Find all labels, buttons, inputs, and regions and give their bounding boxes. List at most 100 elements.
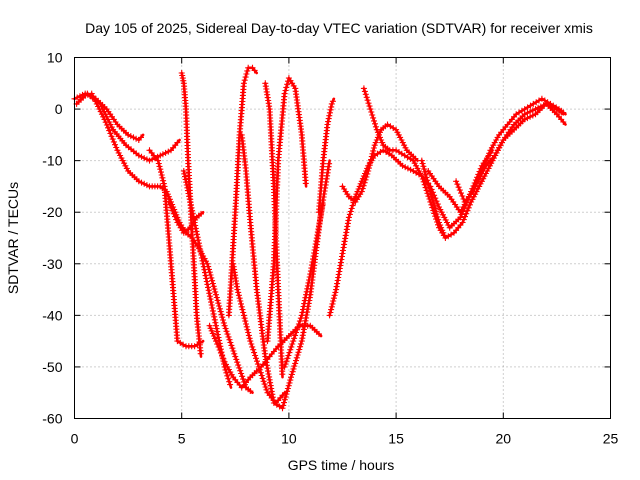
data-point: [404, 165, 411, 172]
data-point: [297, 340, 304, 347]
data-point: [429, 194, 435, 201]
data-point: [362, 176, 369, 183]
data-point: [460, 216, 467, 223]
data-point: [348, 205, 355, 212]
data-point: [362, 91, 369, 98]
data-point: [472, 182, 479, 189]
data-point: [490, 142, 497, 149]
data-point: [254, 361, 261, 368]
data-point: [370, 145, 377, 151]
data-point: [203, 275, 210, 282]
data-point: [364, 97, 371, 104]
data-point: [288, 371, 295, 378]
data-point: [211, 316, 218, 323]
data-point: [209, 307, 216, 314]
data-point: [198, 210, 204, 217]
data-point: [127, 133, 134, 140]
data-point: [475, 176, 482, 183]
data-point: [304, 285, 311, 292]
data-point: [106, 127, 113, 134]
data-point: [338, 256, 345, 263]
data-point: [328, 306, 335, 313]
x-tick-label: 25: [603, 431, 619, 447]
data-point: [235, 292, 242, 299]
data-point: [183, 179, 190, 186]
data-point: [248, 341, 255, 347]
series-sat-o: [281, 200, 326, 370]
data-point: [368, 109, 375, 115]
data-point: [303, 291, 310, 298]
data-point: [330, 298, 337, 304]
data-point: [269, 394, 276, 401]
data-point: [296, 346, 303, 353]
data-point: [220, 317, 226, 323]
data-point: [108, 133, 115, 140]
data-point: [325, 118, 332, 125]
data-point: [223, 369, 230, 376]
data-point: [231, 350, 238, 357]
data-point: [373, 126, 380, 133]
data-point: [295, 349, 302, 356]
data-point: [434, 201, 441, 208]
data-series-layer: [71, 64, 567, 412]
data-point: [345, 214, 352, 221]
data-point: [423, 174, 430, 181]
series-sat-w: [453, 95, 567, 205]
data-point: [437, 206, 444, 213]
data-point: [361, 179, 368, 186]
data-point: [237, 298, 244, 304]
data-point: [247, 388, 254, 394]
data-point: [365, 100, 372, 107]
chart-title: Day 105 of 2025, Sidereal Day-to-day VTE…: [85, 20, 593, 36]
data-point: [393, 126, 400, 133]
data-point: [146, 157, 153, 164]
data-point: [108, 124, 115, 131]
data-point: [173, 216, 180, 223]
data-point: [367, 159, 374, 166]
data-point: [371, 142, 378, 149]
y-tick-label: -50: [42, 359, 62, 375]
data-point: [293, 329, 299, 336]
data-point: [359, 185, 366, 192]
data-point: [295, 321, 302, 327]
data-point: [285, 352, 292, 359]
data-point: [217, 308, 224, 315]
data-point: [428, 191, 435, 198]
data-point: [110, 138, 117, 145]
data-point: [211, 286, 218, 293]
data-point: [407, 166, 414, 173]
data-point: [244, 67, 251, 74]
data-point: [198, 251, 205, 258]
data-point: [483, 156, 490, 163]
data-point: [372, 120, 378, 127]
series-trace: [362, 87, 447, 240]
series-sat-u: [418, 100, 567, 241]
data-point: [209, 330, 216, 337]
data-point: [235, 362, 242, 369]
data-point: [304, 282, 311, 289]
y-tick-label: -60: [42, 411, 62, 427]
data-point: [432, 208, 439, 215]
data-point: [478, 168, 485, 174]
grid-lines: [74, 57, 611, 419]
data-point: [242, 74, 249, 81]
data-point: [326, 160, 333, 167]
data-point: [328, 303, 335, 310]
data-point: [419, 160, 426, 167]
data-point: [369, 112, 376, 118]
data-point: [453, 178, 460, 185]
data-point: [189, 210, 196, 217]
data-point: [291, 363, 298, 370]
data-point: [102, 119, 109, 126]
data-point: [377, 134, 383, 141]
data-point: [122, 162, 129, 169]
data-point: [370, 114, 377, 121]
data-point: [421, 166, 428, 173]
data-point: [252, 352, 259, 359]
data-point: [476, 173, 483, 180]
data-point: [193, 228, 200, 235]
data-point: [454, 181, 461, 188]
data-point: [226, 378, 233, 385]
data-point: [258, 372, 265, 379]
data-point: [200, 263, 207, 270]
